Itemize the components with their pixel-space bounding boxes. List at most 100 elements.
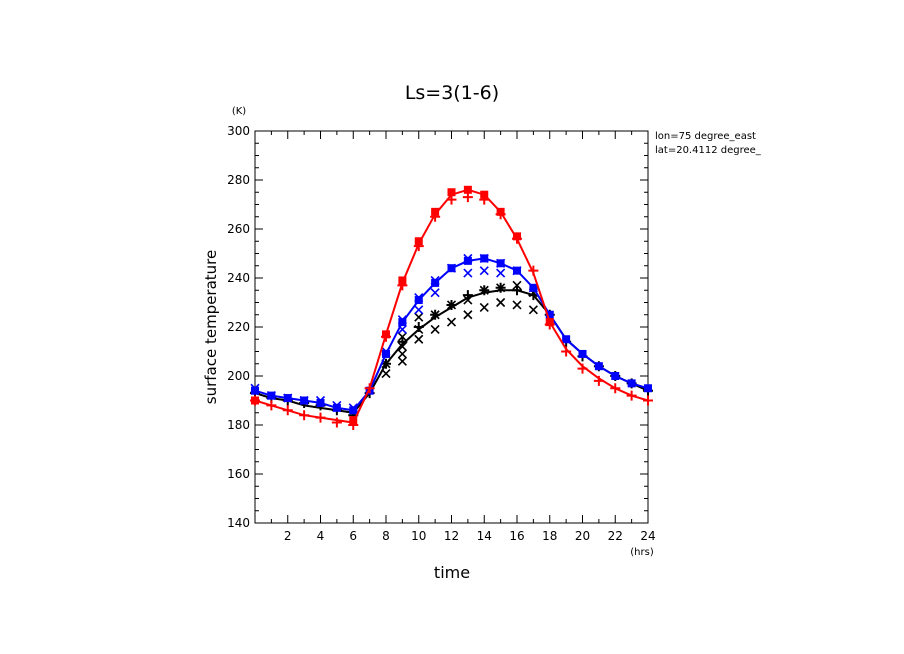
data-point-plus (266, 400, 277, 411)
x-tick-label: 24 (640, 529, 655, 543)
y-tick-label: 160 (227, 467, 250, 481)
data-point-x (496, 268, 506, 278)
data-point-square (513, 232, 521, 241)
data-point-x (430, 324, 440, 335)
x-tick-label: 8 (382, 529, 390, 543)
y-unit-label: (K) (232, 106, 246, 117)
data-point-square (496, 207, 505, 216)
data-point-square (431, 278, 440, 287)
data-point-x (397, 349, 407, 359)
data-point-x (397, 356, 407, 366)
data-point-plus (462, 192, 473, 203)
chart-title: Ls=3(1-6) (405, 82, 499, 104)
data-point-square (300, 396, 309, 405)
y-tick-label: 180 (227, 418, 250, 432)
data-point-square (398, 318, 407, 327)
data-point-x (430, 288, 440, 298)
data-point-plus (331, 417, 342, 428)
data-point-square (316, 398, 325, 407)
data-point-square (251, 386, 259, 395)
data-point-square (349, 406, 358, 415)
lat-annotation: lat=20.4112 degree_ (655, 145, 762, 156)
data-point-x (414, 305, 424, 315)
data-point-square (644, 384, 652, 393)
data-point-plus (610, 383, 621, 394)
data-point-plus (593, 375, 604, 386)
data-point-square (578, 349, 587, 358)
x-tick-label: 6 (349, 529, 357, 543)
y-tick-label: 260 (227, 222, 250, 236)
y-tick-label: 140 (227, 516, 250, 530)
y-tick-label: 200 (227, 369, 250, 383)
data-point-square (545, 310, 554, 319)
data-point-square (398, 276, 407, 285)
y-tick-label: 280 (227, 173, 250, 187)
data-point-square (431, 207, 440, 216)
data-point-plus (430, 309, 441, 320)
data-point-x (414, 312, 424, 322)
series-1 (250, 280, 653, 421)
data-point-square (594, 362, 603, 371)
data-point-x (397, 324, 407, 335)
tick-labels: 2 4 6 8 10 12 14 16 18 20 22 2414016018020022024026… (227, 124, 656, 543)
data-point-square (496, 259, 505, 268)
data-point-x (381, 368, 391, 379)
x-tick-label: 4 (317, 529, 325, 543)
x-tick-label: 2 (284, 529, 292, 543)
x-unit-label: (hrs) (630, 547, 654, 558)
data-point-x (496, 297, 506, 308)
x-tick-label: 14 (477, 529, 492, 543)
data-point-plus (626, 390, 637, 401)
data-point-plus (479, 285, 490, 296)
data-point-square (382, 349, 390, 358)
data-point-plus (577, 363, 588, 374)
x-axis-label: time (434, 563, 470, 582)
series-3 (250, 185, 653, 430)
data-point-square (414, 237, 423, 246)
axis-ticks (255, 131, 648, 523)
data-point-x (463, 310, 473, 320)
data-point-square (283, 394, 292, 403)
y-tick-label: 240 (227, 271, 250, 285)
data-point-square (267, 391, 276, 400)
data-point-square (611, 372, 620, 380)
data-point-x (479, 266, 489, 276)
series-layer (250, 185, 653, 430)
data-point-square (382, 330, 390, 339)
data-point-square (447, 188, 456, 197)
data-point-plus (561, 346, 572, 357)
data-point-plus (512, 285, 522, 296)
data-point-square (627, 379, 636, 388)
data-point-plus (643, 395, 653, 406)
data-point-square (251, 396, 259, 405)
data-point-square (480, 254, 489, 263)
data-point-square (332, 403, 341, 412)
data-point-x (463, 268, 473, 278)
data-point-x (512, 300, 522, 310)
data-point-x (528, 305, 538, 315)
y-tick-label: 300 (227, 124, 250, 138)
data-point-plus (446, 194, 457, 205)
x-tick-label: 20 (575, 529, 590, 543)
data-point-square (529, 283, 538, 292)
data-point-plus (397, 336, 408, 347)
series-2 (250, 253, 652, 415)
x-tick-label: 10 (411, 529, 426, 543)
data-point-plus (315, 412, 326, 423)
data-point-plus (282, 405, 293, 416)
data-point-plus (495, 282, 506, 293)
x-tick-label: 16 (509, 529, 524, 543)
y-tick-label: 220 (227, 320, 250, 334)
data-point-x (479, 302, 489, 312)
data-point-square (463, 256, 472, 265)
data-point-plus (299, 410, 310, 421)
y-axis-label: surface temperature (202, 250, 220, 405)
data-point-square (513, 266, 521, 275)
data-point-plus (528, 265, 539, 276)
data-point-plus (364, 383, 375, 394)
data-point-square (562, 335, 571, 344)
data-point-square (545, 318, 554, 327)
data-point-x (446, 317, 457, 327)
data-point-plus (446, 299, 457, 310)
